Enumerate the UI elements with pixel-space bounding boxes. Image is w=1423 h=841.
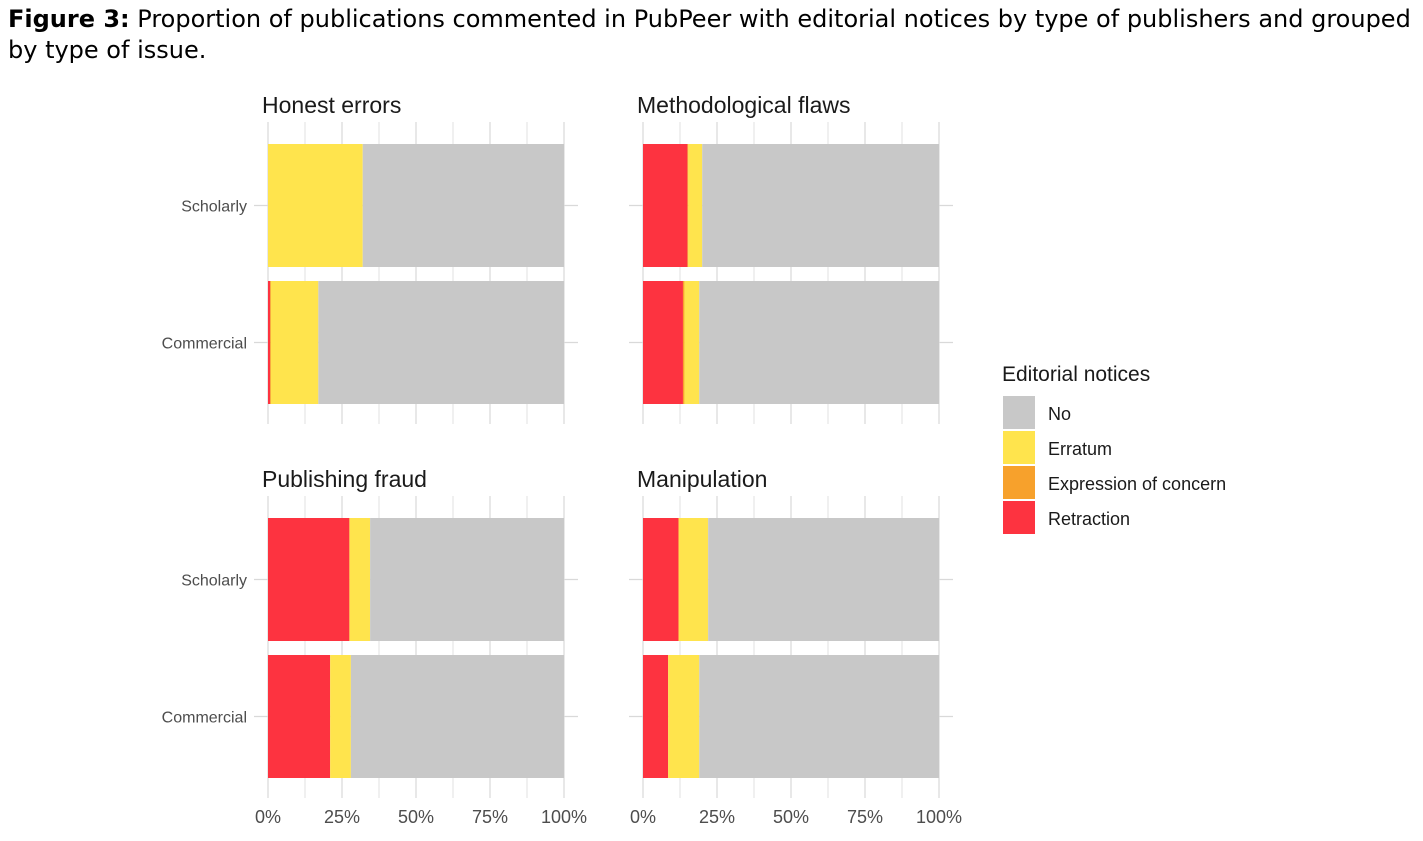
bar-segment-manipulation-commercial-erratum [668, 655, 700, 778]
panel-publishing-fraud: Publishing fraud Scholarly Commercial 0% 25%… [162, 466, 587, 827]
figure-caption: Figure 3: Proportion of publications com… [8, 4, 1413, 66]
panel-title-methodological-flaws: Methodological flaws [637, 92, 851, 118]
y-tick-label-scholarly: Scholarly [181, 573, 247, 590]
panel-methodological-flaws: Methodological flaws [629, 92, 953, 424]
bar-segment-methodological-flaws-scholarly-no [702, 144, 939, 267]
legend-label-no: No [1048, 404, 1071, 424]
bar-segment-publishing-fraud-commercial-retraction [268, 655, 331, 778]
legend-swatch-erratum [1003, 431, 1035, 464]
bar-segment-publishing-fraud-commercial-no [350, 655, 564, 778]
legend: Editorial notices No Erratum Expression of … [1002, 363, 1226, 534]
bar-segment-methodological-flaws-scholarly-expression-of-concern [687, 144, 689, 267]
figure-caption-text: Proportion of publications commented in … [8, 5, 1411, 64]
bar-segment-honest-errors-commercial-no [318, 281, 564, 404]
bar-segment-methodological-flaws-scholarly-erratum [688, 144, 703, 267]
bar-segment-manipulation-scholarly-no [708, 518, 939, 641]
panel-honest-errors: Honest errors Scholarly Commercial [162, 92, 578, 424]
x-tick-label: 0% [630, 807, 656, 827]
bar-segment-honest-errors-commercial-retraction [268, 281, 271, 404]
bar-segment-manipulation-scholarly-erratum [678, 518, 709, 641]
bar-segment-methodological-flaws-commercial-expression-of-concern [682, 281, 685, 404]
legend-swatch-no [1003, 396, 1035, 429]
figure-label: Figure 3: [8, 5, 130, 33]
bar-segment-manipulation-scholarly-retraction [643, 518, 679, 641]
bar-segment-honest-errors-scholarly-no [362, 144, 564, 267]
bar-segment-manipulation-commercial-no [699, 655, 939, 778]
x-tick-label: 100% [916, 807, 962, 827]
legend-title: Editorial notices [1002, 363, 1150, 386]
bar-segment-publishing-fraud-scholarly-retraction [268, 518, 350, 641]
y-tick-label-commercial: Commercial [162, 336, 247, 353]
bar-segment-honest-errors-commercial-expression-of-concern [270, 281, 271, 404]
panel-manipulation: Manipulation 0% 25% 50% 75% 100% [629, 466, 962, 827]
x-tick-label: 50% [398, 807, 434, 827]
legend-swatch-retraction [1003, 501, 1035, 534]
x-tick-label: 25% [324, 807, 360, 827]
legend-label-expression-of-concern: Expression of concern [1048, 474, 1226, 494]
panel-title-publishing-fraud: Publishing fraud [262, 466, 427, 492]
bar-segment-publishing-fraud-commercial-erratum [330, 655, 351, 778]
x-tick-label: 0% [255, 807, 281, 827]
y-tick-label-commercial: Commercial [162, 710, 247, 727]
chart-panels: Honest errors Scholarly Commercial Methodol… [162, 92, 962, 827]
x-tick-label: 25% [699, 807, 735, 827]
x-tick-label: 100% [541, 807, 587, 827]
bar-segment-methodological-flaws-commercial-retraction [643, 281, 683, 404]
legend-label-retraction: Retraction [1048, 509, 1130, 529]
legend-swatch-expression-of-concern [1003, 466, 1035, 499]
legend-label-erratum: Erratum [1048, 439, 1112, 459]
bar-segment-publishing-fraud-scholarly-no [370, 518, 564, 641]
x-tick-label: 75% [472, 807, 508, 827]
y-tick-label-scholarly: Scholarly [181, 199, 247, 216]
bar-segment-publishing-fraud-scholarly-erratum [349, 518, 371, 641]
bar-segment-honest-errors-scholarly-erratum [268, 144, 363, 267]
bar-segment-methodological-flaws-scholarly-retraction [643, 144, 688, 267]
x-tick-label: 50% [773, 807, 809, 827]
bar-segment-methodological-flaws-commercial-no [699, 281, 939, 404]
panel-title-manipulation: Manipulation [637, 466, 767, 492]
bar-segment-honest-errors-commercial-erratum [270, 281, 319, 404]
bar-segment-methodological-flaws-commercial-erratum [684, 281, 700, 404]
bar-segment-manipulation-commercial-retraction [643, 655, 669, 778]
x-tick-label: 75% [847, 807, 883, 827]
panel-title-honest-errors: Honest errors [262, 92, 401, 118]
